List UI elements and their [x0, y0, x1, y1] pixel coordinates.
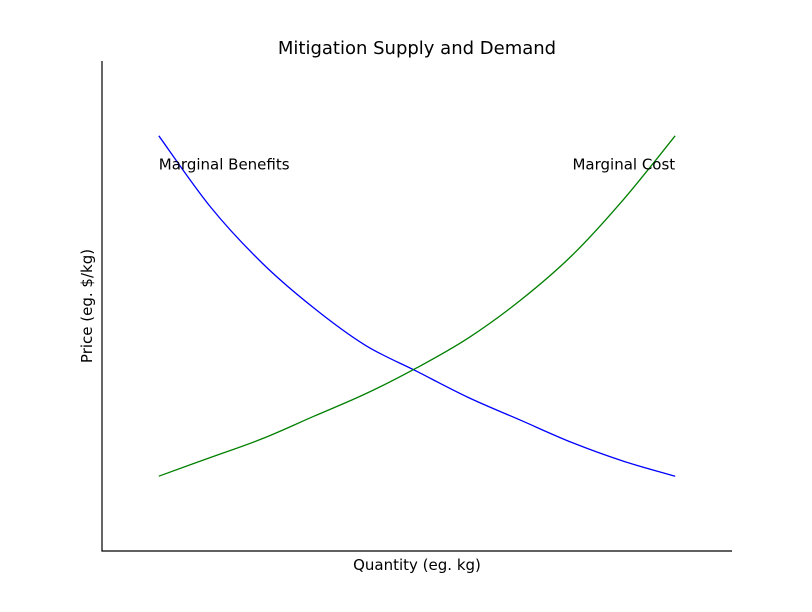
curve-label-marginal-benefits: Marginal Benefits [159, 155, 290, 173]
curve-label-marginal-cost: Marginal Cost [572, 155, 675, 173]
chart-title: Mitigation Supply and Demand [278, 38, 556, 59]
y-axis-label: Price (eg. $/kg) [78, 249, 96, 363]
series-line-marginal-benefits [158, 135, 676, 477]
series-line-marginal-cost [158, 135, 676, 477]
plot-area: Marginal Benefits Marginal Cost [158, 135, 676, 477]
x-axis-label: Quantity (eg. kg) [353, 556, 481, 574]
